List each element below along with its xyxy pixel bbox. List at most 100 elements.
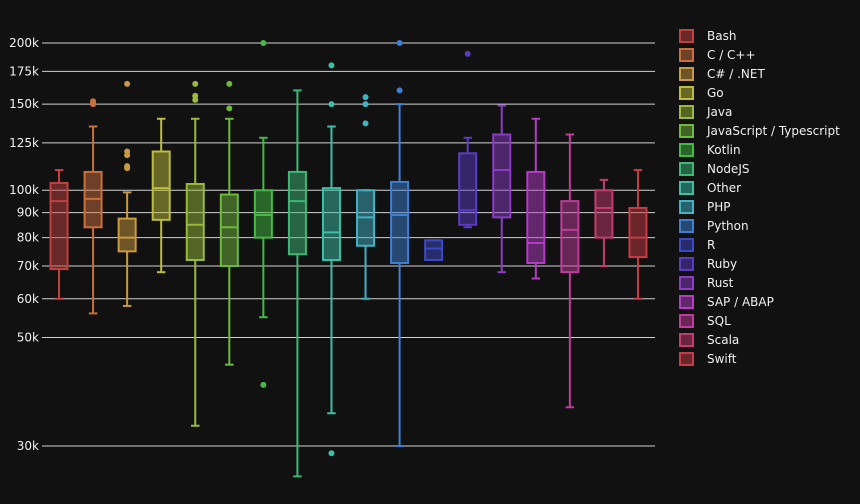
outlier-point — [396, 87, 403, 94]
legend-item-kotlin[interactable]: Kotlin — [679, 143, 741, 157]
box-rust — [492, 104, 512, 274]
outlier-point — [192, 92, 199, 99]
legend-swatch — [679, 257, 694, 271]
outlier-point — [124, 148, 131, 155]
legend-label: C# / .NET — [707, 67, 765, 81]
box-php — [356, 94, 376, 300]
legend-label: Java — [706, 105, 732, 119]
iqr-box — [321, 187, 341, 262]
box-r — [424, 239, 444, 262]
legend-swatch — [679, 352, 694, 366]
outlier-point — [328, 62, 335, 69]
y-tick-label: 70k — [17, 259, 39, 273]
box-javascript-typescript — [219, 80, 239, 366]
legend-label: Kotlin — [707, 143, 741, 157]
outlier-point — [396, 40, 403, 46]
legend-item-other[interactable]: Other — [679, 181, 741, 195]
legend-item-nodejs[interactable]: NodeJS — [679, 162, 749, 176]
legend-label: Go — [707, 86, 724, 100]
legend-item-swift[interactable]: Swift — [679, 352, 737, 366]
legend-swatch — [679, 200, 694, 214]
legend-label: PHP — [707, 200, 731, 214]
iqr-box — [526, 170, 546, 264]
legend[interactable]: Bash C / C++ C# / .NET Go Java JavaScript / T… — [679, 29, 840, 366]
y-tick-label: 150k — [9, 97, 39, 111]
legend-item-javascript-typescript[interactable]: JavaScript / Typescript — [679, 124, 840, 138]
y-tick-label: 125k — [9, 136, 39, 150]
outlier-point — [90, 98, 97, 105]
legend-item-sap-abap[interactable]: SAP / ABAP — [679, 295, 774, 309]
outlier-point — [328, 450, 335, 457]
legend-item-python[interactable]: Python — [679, 219, 749, 233]
legend-swatch — [679, 124, 694, 138]
legend-item-sql[interactable]: SQL — [679, 314, 731, 328]
iqr-box — [424, 239, 444, 262]
legend-label: Other — [707, 181, 741, 195]
iqr-box — [628, 206, 648, 259]
iqr-box — [151, 150, 171, 221]
legend-item-c-c[interactable]: C / C++ — [679, 48, 756, 62]
legend-item-java[interactable]: Java — [679, 105, 732, 119]
y-tick-label: 30k — [17, 439, 39, 453]
legend-item-go[interactable]: Go — [679, 86, 724, 100]
legend-label: Ruby — [707, 257, 737, 271]
legend-item-r[interactable]: R — [679, 238, 715, 252]
outlier-point — [362, 120, 369, 127]
y-tick-label: 200k — [9, 36, 39, 50]
iqr-box — [594, 189, 614, 239]
iqr-box — [117, 217, 137, 253]
y-tick-label: 50k — [17, 330, 39, 344]
legend-swatch — [679, 219, 694, 233]
outlier-point — [362, 94, 369, 101]
legend-label: JavaScript / Typescript — [706, 124, 840, 138]
box-scala — [594, 178, 614, 268]
y-tick-label: 60k — [17, 292, 39, 306]
outlier-point — [362, 101, 369, 108]
outlier-point — [192, 80, 199, 87]
y-tick-label: 80k — [17, 231, 39, 245]
legend-swatch — [679, 238, 694, 252]
box-kotlin — [253, 40, 273, 388]
legend-swatch — [679, 181, 694, 195]
iqr-box — [560, 200, 580, 274]
iqr-box — [185, 182, 205, 262]
legend-label: R — [707, 238, 715, 252]
legend-swatch — [679, 105, 694, 119]
legend-swatch — [679, 276, 694, 290]
legend-item-scala[interactable]: Scala — [679, 333, 739, 347]
outlier-point — [124, 163, 131, 170]
iqr-box — [49, 181, 69, 271]
legend-item-bash[interactable]: Bash — [679, 29, 736, 43]
legend-label: Swift — [707, 352, 737, 366]
iqr-box — [253, 189, 273, 239]
legend-item-c-net[interactable]: C# / .NET — [679, 67, 765, 81]
legend-item-rust[interactable]: Rust — [679, 276, 734, 290]
box-ruby — [458, 50, 478, 229]
box-bash — [49, 168, 69, 300]
box-swift — [628, 168, 648, 300]
box-go — [151, 117, 171, 274]
iqr-box — [219, 193, 239, 268]
outlier-point — [124, 80, 131, 87]
legend-item-php[interactable]: PHP — [679, 200, 731, 214]
iqr-box — [390, 180, 410, 264]
legend-swatch — [679, 333, 694, 347]
box-java — [185, 80, 205, 427]
legend-swatch — [679, 48, 694, 62]
legend-label: NodeJS — [707, 162, 749, 176]
iqr-box — [287, 170, 307, 256]
legend-label: SAP / ABAP — [707, 295, 774, 309]
legend-label: C / C++ — [707, 48, 756, 62]
legend-item-ruby[interactable]: Ruby — [679, 257, 737, 271]
box-c-net — [117, 80, 137, 307]
outlier-point — [260, 381, 267, 388]
legend-swatch — [679, 29, 694, 43]
outlier-point — [464, 50, 471, 57]
box-c-c — [83, 98, 103, 315]
y-tick-label: 90k — [17, 206, 39, 220]
legend-label: Rust — [707, 276, 734, 290]
boxes — [49, 40, 648, 478]
box-nodejs — [287, 89, 307, 478]
